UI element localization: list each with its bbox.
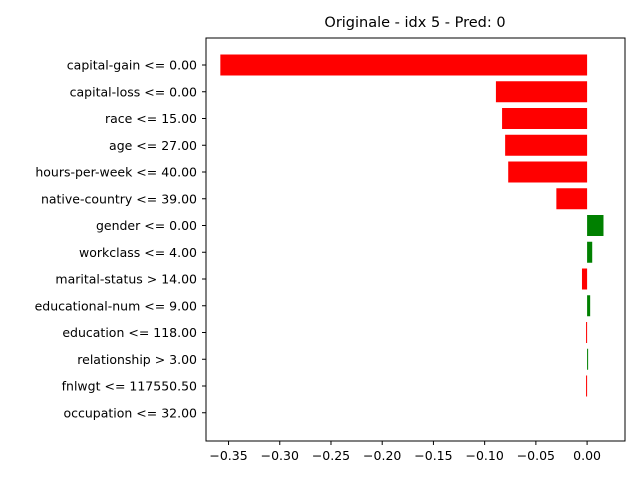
y-tick-label-11: relationship > 3.00 [77, 352, 197, 367]
y-tick-label-12: fnlwgt <= 117550.50 [62, 379, 197, 394]
bar-0 [220, 54, 588, 76]
y-tick-label-1: capital-loss <= 0.00 [70, 84, 197, 99]
bar-3 [505, 134, 588, 156]
bar-12 [586, 375, 588, 397]
bars-group [220, 54, 604, 397]
x-tick-label-0: −0.35 [209, 448, 247, 463]
x-axis-ticks: −0.35 −0.30 −0.25 −0.20 −0.15 −0.10 −0.05 0.00 [209, 441, 601, 463]
x-tick-label-5: −0.10 [465, 448, 503, 463]
bar-10 [586, 322, 588, 343]
y-tick-label-2: race <= 15.00 [105, 111, 197, 126]
y-tick-label-0: capital-gain <= 0.00 [67, 58, 197, 73]
bar-11 [587, 348, 589, 370]
bar-7 [587, 241, 593, 263]
y-tick-label-3: age <= 27.00 [109, 138, 197, 153]
bar-5 [556, 188, 588, 210]
y-tick-label-8: marital-status > 14.00 [55, 272, 197, 287]
chart-title: Originale - idx 5 - Pred: 0 [324, 15, 505, 31]
x-tick-label-4: −0.15 [414, 448, 452, 463]
x-tick-label-7: 0.00 [573, 448, 601, 463]
bar-9 [587, 295, 591, 317]
bar-1 [495, 81, 588, 103]
y-tick-label-9: educational-num <= 9.00 [35, 298, 197, 313]
y-tick-label-5: native-country <= 39.00 [41, 191, 197, 206]
bar-8 [581, 268, 588, 290]
x-tick-label-2: −0.25 [312, 448, 350, 463]
bar-4 [508, 161, 588, 183]
x-tick-label-3: −0.20 [363, 448, 401, 463]
y-tick-label-10: education <= 118.00 [62, 325, 197, 340]
bar-6 [587, 215, 604, 236]
y-tick-label-13: occupation <= 32.00 [63, 405, 197, 420]
x-tick-label-1: −0.30 [261, 448, 299, 463]
y-tick-label-6: gender <= 0.00 [96, 218, 197, 233]
y-axis-ticks: capital-gain <= 0.00 capital-loss <= 0.00… [35, 58, 206, 420]
x-tick-label-6: −0.05 [517, 448, 555, 463]
y-tick-label-7: workclass <= 4.00 [79, 245, 197, 260]
bar-2 [502, 108, 588, 129]
plot-frame [205, 37, 626, 442]
y-tick-label-4: hours-per-week <= 40.00 [35, 165, 197, 180]
